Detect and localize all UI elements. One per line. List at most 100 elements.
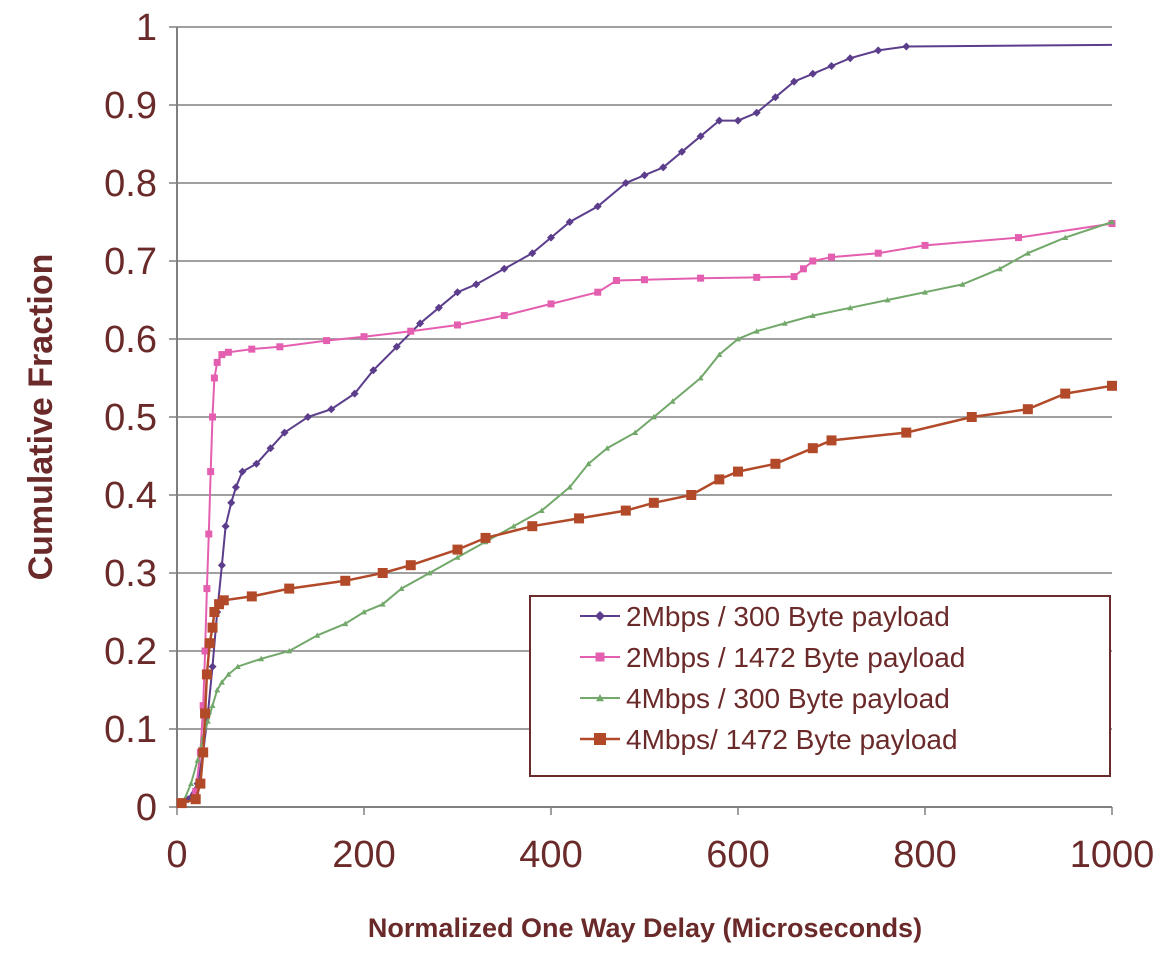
y-ticks: 0 0.1 0.2 0.3 0.4 0.5 0.6 0.7 0.8 0.9 1 [104, 7, 177, 829]
data-point [808, 69, 817, 78]
data-point [238, 467, 247, 476]
data-point [203, 585, 211, 593]
data-point [213, 358, 221, 366]
y-axis-title: Cumulative Fraction [22, 254, 60, 581]
data-point [224, 348, 232, 356]
series-layer [176, 42, 1117, 809]
data-point [500, 264, 509, 273]
data-point [199, 702, 207, 710]
data-point [799, 265, 807, 273]
legend-label: 4Mbps / 300 Byte payload [626, 683, 950, 714]
data-point [246, 591, 257, 602]
data-point [218, 679, 225, 685]
y-tick-label: 0 [136, 787, 157, 829]
data-point [996, 265, 1003, 272]
data-point [195, 778, 206, 789]
x-tick-label: 600 [706, 834, 769, 876]
data-point [218, 595, 229, 606]
y-tick-label: 0.6 [104, 319, 157, 361]
data-point [565, 218, 574, 226]
data-point [379, 601, 386, 607]
data-point [1062, 234, 1069, 240]
data-point [188, 780, 195, 786]
legend-swatch-marker [595, 611, 605, 621]
data-point [566, 484, 573, 490]
data-point [452, 544, 463, 555]
data-point [677, 147, 686, 156]
data-point [340, 575, 351, 586]
data-point [527, 521, 538, 532]
data-point [884, 297, 891, 303]
data-point [716, 351, 723, 357]
legend-swatch-marker [594, 733, 606, 745]
data-point [1109, 219, 1115, 225]
data-point [227, 498, 236, 507]
data-point [453, 288, 462, 297]
series-2 [192, 220, 1116, 795]
data-point [640, 171, 649, 180]
data-point [192, 787, 200, 795]
data-point [398, 585, 405, 591]
data-point [697, 375, 704, 381]
data-point [369, 366, 378, 375]
data-point [198, 747, 209, 758]
legend-entry: 2Mbps / 300 Byte payload [580, 601, 950, 632]
data-point [807, 443, 818, 454]
data-point [735, 336, 741, 342]
legend-entry: 4Mbps/ 1472 Byte payload [580, 724, 958, 755]
data-point [959, 281, 966, 287]
data-point [547, 233, 555, 242]
data-point [201, 669, 212, 680]
data-point [632, 429, 639, 435]
data-point [826, 435, 837, 446]
data-point [276, 343, 284, 351]
data-point [303, 413, 312, 421]
data-point [697, 274, 705, 282]
data-point [620, 505, 631, 516]
data-point [574, 513, 585, 524]
y-tick-label: 0.2 [104, 631, 157, 673]
data-point [648, 497, 659, 508]
legend-box [529, 595, 1111, 777]
data-point [218, 351, 226, 359]
data-point [901, 427, 912, 438]
data-point [377, 568, 388, 578]
data-point [809, 257, 817, 265]
data-point [342, 620, 349, 627]
data-point [327, 405, 336, 414]
data-point [1107, 380, 1117, 391]
y-tick-label: 0.8 [104, 163, 157, 205]
data-point [510, 523, 517, 529]
data-point [1060, 388, 1071, 399]
series-line [187, 43, 1113, 800]
x-tick-label: 400 [519, 834, 582, 876]
data-point [392, 342, 401, 351]
data-point [922, 289, 928, 295]
data-point [350, 389, 359, 398]
data-point [360, 333, 368, 341]
data-point [201, 647, 209, 655]
legend-label: 4Mbps/ 1472 Byte payload [626, 724, 958, 755]
data-point [659, 163, 668, 172]
data-point [650, 414, 657, 420]
data-point [204, 638, 215, 649]
data-point [190, 794, 201, 805]
data-point [921, 241, 929, 249]
data-point [221, 522, 230, 531]
data-point [612, 277, 620, 284]
legend-entry: 2Mbps / 1472 Byte payload [580, 642, 965, 673]
data-point [266, 444, 275, 453]
data-point [361, 609, 367, 615]
data-point [714, 474, 725, 485]
data-point [280, 428, 289, 437]
series-4 [176, 380, 1117, 809]
legend-label: 2Mbps / 1472 Byte payload [626, 642, 965, 673]
data-point [669, 398, 676, 404]
data-point [734, 116, 742, 125]
data-point [405, 560, 416, 571]
data-point [217, 561, 226, 570]
data-point [847, 304, 854, 311]
data-point [1024, 250, 1031, 256]
data-point [593, 202, 602, 211]
